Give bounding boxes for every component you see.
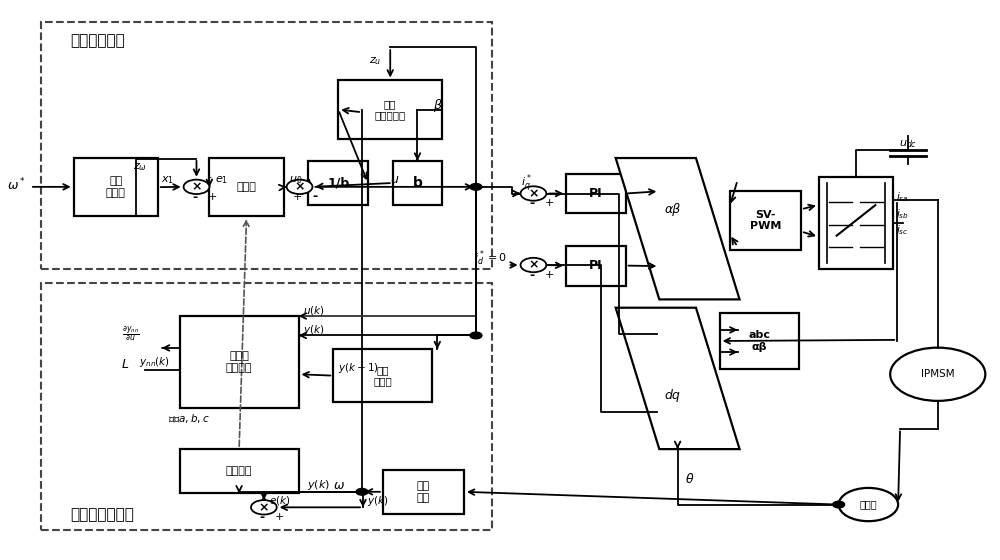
Text: $y_{nn}(k)$: $y_{nn}(k)$ — [139, 355, 170, 369]
Text: θ: θ — [686, 473, 693, 486]
Bar — [209, 158, 284, 216]
Bar — [393, 161, 442, 205]
Circle shape — [251, 500, 277, 515]
Text: ω: ω — [334, 479, 344, 492]
Text: 参正$a,b,c$: 参正$a,b,c$ — [168, 412, 209, 425]
Text: abc
αβ: abc αβ — [748, 330, 770, 352]
Text: $i_{sc}$: $i_{sc}$ — [896, 223, 909, 237]
Circle shape — [470, 332, 482, 339]
Text: $e(k)$: $e(k)$ — [269, 494, 290, 507]
Text: $x_1$: $x_1$ — [161, 174, 174, 186]
Text: +: + — [545, 270, 554, 280]
Text: $u_{dc}$: $u_{dc}$ — [899, 138, 917, 150]
Circle shape — [287, 180, 312, 194]
Text: 扩张
状态观测器: 扩张 状态观测器 — [375, 99, 406, 120]
Text: dq: dq — [665, 389, 681, 402]
Text: β: β — [433, 99, 441, 111]
Text: 自抗扰控制器: 自抗扰控制器 — [71, 33, 125, 48]
Text: $e_1$: $e_1$ — [215, 174, 228, 185]
Bar — [41, 22, 492, 269]
Text: $z_u$: $z_u$ — [369, 55, 382, 67]
Bar — [730, 192, 801, 250]
Circle shape — [470, 184, 482, 190]
Bar — [819, 178, 893, 269]
Text: +: + — [208, 192, 217, 202]
Text: 跟踪
微分器: 跟踪 微分器 — [106, 176, 126, 198]
Text: 数据
保护器: 数据 保护器 — [373, 365, 392, 386]
Bar — [308, 161, 368, 205]
Text: ×: × — [528, 187, 539, 200]
Text: ×: × — [191, 180, 202, 193]
Text: $i_{sa}$: $i_{sa}$ — [896, 190, 909, 204]
Text: ×: × — [259, 501, 269, 514]
Text: 梯度迭代: 梯度迭代 — [226, 466, 252, 477]
Text: $i_q^*$: $i_q^*$ — [521, 172, 532, 195]
Text: +: + — [545, 198, 554, 208]
Bar — [383, 470, 464, 514]
Circle shape — [839, 488, 898, 521]
Text: 控制律: 控制律 — [237, 182, 256, 192]
Text: -: - — [192, 192, 197, 204]
Text: $y(k)$: $y(k)$ — [303, 323, 324, 337]
Text: $y(k)$: $y(k)$ — [307, 478, 330, 492]
Text: $\frac{\partial y_{nn}}{\partial u}$: $\frac{\partial y_{nn}}{\partial u}$ — [122, 325, 140, 343]
Text: -: - — [207, 172, 211, 182]
Text: $z_\omega$: $z_\omega$ — [133, 161, 147, 174]
Bar — [566, 174, 626, 213]
Bar — [74, 158, 158, 216]
Text: b: b — [413, 176, 422, 190]
Text: $y(k-1)$: $y(k-1)$ — [338, 361, 379, 375]
Text: $u(k)$: $u(k)$ — [303, 304, 324, 317]
Bar — [333, 349, 432, 402]
Bar — [180, 316, 299, 408]
Text: +: + — [293, 192, 302, 202]
Text: $i_d^*=0$: $i_d^*=0$ — [474, 248, 507, 268]
Text: -: - — [259, 511, 264, 524]
Text: -: - — [529, 197, 534, 210]
Text: IPMSM: IPMSM — [921, 369, 955, 379]
Circle shape — [521, 258, 546, 272]
Text: 编码器: 编码器 — [860, 500, 877, 510]
Text: +: + — [275, 512, 284, 522]
Text: $i_{sb}$: $i_{sb}$ — [896, 207, 909, 221]
Bar — [720, 313, 799, 368]
Text: $\omega^*$: $\omega^*$ — [7, 176, 26, 193]
Text: 径向基神经网络: 径向基神经网络 — [71, 507, 135, 522]
Text: L: L — [122, 358, 129, 371]
Circle shape — [184, 180, 209, 194]
Text: 1/b: 1/b — [327, 176, 349, 189]
Circle shape — [833, 501, 845, 508]
Circle shape — [521, 186, 546, 200]
Text: 径向基
神经网络: 径向基 神经网络 — [226, 351, 252, 372]
Polygon shape — [616, 158, 740, 300]
Bar — [338, 81, 442, 139]
Text: $u$: $u$ — [390, 173, 399, 186]
Text: αβ: αβ — [665, 203, 681, 216]
Circle shape — [890, 348, 985, 401]
Text: PI: PI — [589, 259, 603, 272]
Polygon shape — [616, 308, 740, 449]
Bar — [180, 449, 299, 493]
Text: $u_0$: $u_0$ — [289, 174, 302, 186]
Text: -: - — [529, 268, 534, 282]
Text: -: - — [313, 190, 318, 203]
Text: 速度
计算: 速度 计算 — [417, 481, 430, 502]
Text: $y(k)$: $y(k)$ — [367, 494, 389, 508]
Text: PI: PI — [589, 187, 603, 200]
Text: SV-
PWM: SV- PWM — [750, 209, 781, 231]
Text: ×: × — [528, 259, 539, 272]
Bar — [566, 246, 626, 286]
Text: ×: × — [294, 180, 305, 193]
Circle shape — [356, 488, 368, 495]
Bar — [41, 283, 492, 530]
